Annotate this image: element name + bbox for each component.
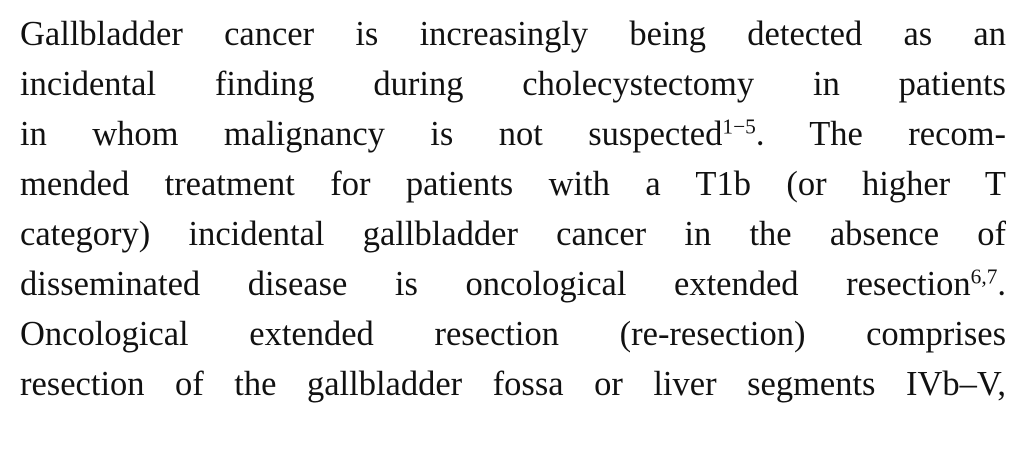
line-text: mended treatment for patients with a T1b… — [20, 165, 1006, 203]
line-text-after: . The recom- — [755, 115, 1006, 153]
line-text: category) incidental gallbladder cancer … — [20, 215, 1006, 253]
line-text: Gallbladder cancer is increasingly being… — [20, 15, 1006, 53]
text-line-6: disseminated disease is oncological exte… — [20, 259, 1006, 309]
text-line-5: category) incidental gallbladder cancer … — [20, 209, 1006, 259]
article-paragraph: Gallbladder cancer is increasingly being… — [20, 9, 1006, 409]
text-line-2: incidental finding during cholecystectom… — [20, 59, 1006, 109]
text-line-4: mended treatment for patients with a T1b… — [20, 159, 1006, 209]
line-text: Oncological extended resection (re-resec… — [20, 315, 1006, 353]
text-line-7: Oncological extended resection (re-resec… — [20, 309, 1006, 359]
citation-superscript: 1−5 — [722, 114, 756, 139]
citation-superscript: 6,7 — [970, 264, 998, 289]
text-line-1: Gallbladder cancer is increasingly being… — [20, 9, 1006, 59]
line-text: resection of the gallbladder fossa or li… — [20, 365, 1006, 403]
line-text: incidental finding during cholecystectom… — [20, 65, 1006, 103]
line-text-after: . — [997, 265, 1006, 303]
line-text: in whom malignancy is not suspected — [20, 115, 723, 153]
text-line-8: resection of the gallbladder fossa or li… — [20, 359, 1006, 409]
text-line-3: in whom malignancy is not suspected1−5. … — [20, 109, 1006, 159]
line-text: disseminated disease is oncological exte… — [20, 265, 971, 303]
